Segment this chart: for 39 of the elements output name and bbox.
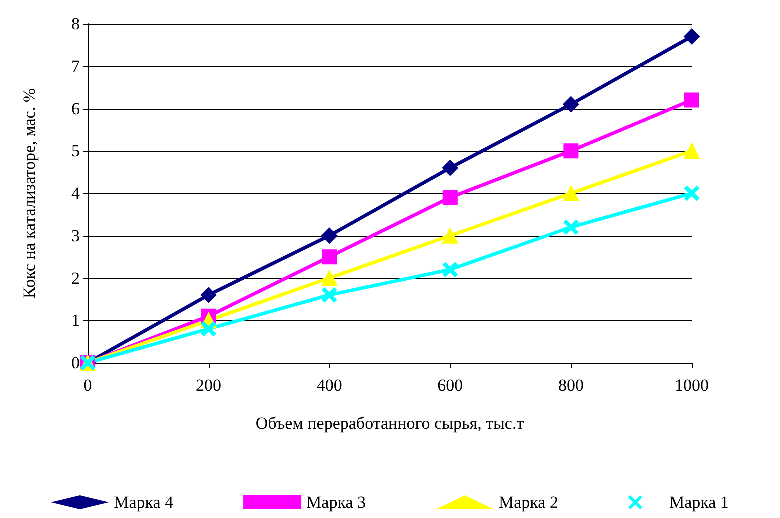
y-tick-label: 6 — [72, 99, 80, 118]
legend-label: Марка 3 — [306, 493, 366, 512]
y-tick-label: 1 — [72, 311, 80, 330]
y-tick-label: 4 — [72, 184, 80, 203]
y-tick-label: 8 — [72, 14, 80, 34]
legend-label: Марка 4 — [114, 493, 174, 512]
point — [322, 228, 338, 244]
point — [684, 186, 700, 201]
x-tick-label: 600 — [438, 376, 464, 395]
y-axis-title: Кокс на катализаторе, мас. % — [20, 88, 39, 299]
y-tick-label: 3 — [72, 226, 80, 246]
point — [442, 228, 458, 244]
point — [322, 288, 338, 303]
x-tick-label: 1000 — [675, 376, 709, 395]
point — [684, 92, 700, 108]
legend-label: Марка 2 — [499, 493, 558, 512]
point — [201, 322, 216, 337]
point — [563, 96, 580, 113]
x-tick-label: 200 — [196, 376, 222, 395]
x-tick-label: 0 — [84, 376, 92, 395]
point — [442, 160, 458, 176]
y-tick-label: 0 — [72, 354, 80, 372]
point — [564, 220, 579, 235]
point — [200, 287, 217, 304]
x-axis-title: Объем переработанного сырья, тыс.т — [256, 414, 525, 433]
point — [564, 144, 579, 159]
y-tick-label: 7 — [72, 56, 80, 76]
point — [442, 190, 458, 206]
point — [684, 28, 700, 45]
x-tick-label: 800 — [558, 376, 584, 395]
y-tick-label: 2 — [72, 268, 80, 288]
point — [322, 250, 338, 265]
legend-label: Марка 1 — [669, 493, 729, 512]
y-tick-label: 5 — [72, 142, 80, 161]
point — [684, 143, 700, 160]
x-tick-label: 400 — [316, 376, 342, 395]
point — [563, 186, 580, 202]
point — [442, 262, 458, 278]
point — [322, 270, 338, 286]
